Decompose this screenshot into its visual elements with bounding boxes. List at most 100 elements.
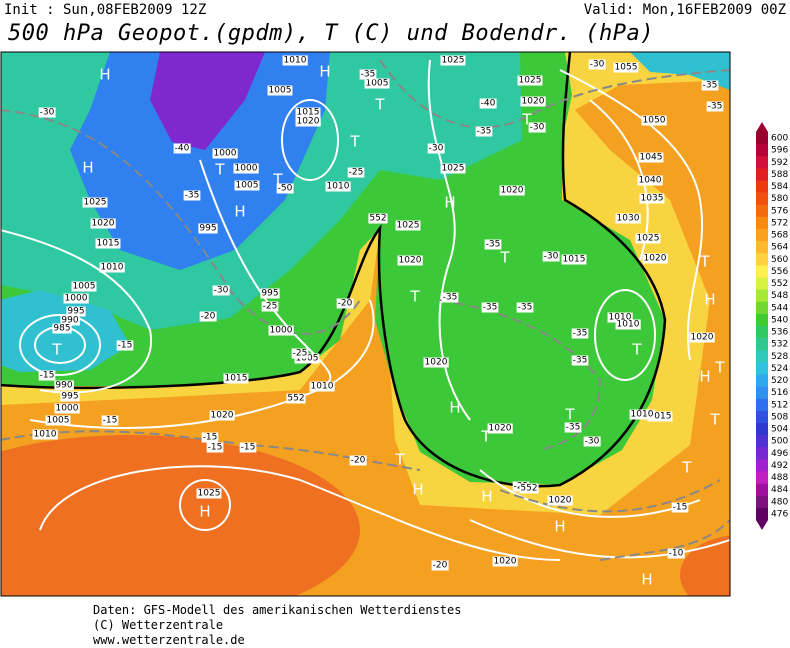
contour-label: 1025 bbox=[198, 489, 221, 499]
label-box bbox=[54, 380, 74, 391]
label-box bbox=[395, 220, 421, 231]
label-box bbox=[309, 381, 335, 392]
label-box bbox=[196, 488, 222, 499]
pressure-center: T bbox=[499, 249, 510, 267]
colorbar-swatch bbox=[756, 241, 768, 254]
contour-label: 1020 bbox=[501, 186, 524, 196]
label-box bbox=[615, 319, 641, 330]
label-box bbox=[286, 393, 306, 404]
label-box bbox=[295, 116, 321, 127]
colorbar-label: 568 bbox=[771, 231, 788, 241]
pressure-center: T bbox=[480, 428, 491, 446]
label-box bbox=[99, 262, 125, 273]
contour-label: -25 bbox=[349, 168, 364, 178]
label-box bbox=[615, 213, 641, 224]
pressure-center: T bbox=[709, 411, 720, 429]
colorbar-swatch bbox=[756, 204, 768, 218]
pressure-center: H bbox=[641, 571, 652, 589]
contour-label: 1010 bbox=[101, 263, 124, 273]
contour-label: -35 bbox=[486, 240, 501, 250]
label-box bbox=[54, 403, 80, 414]
colorbar-label: 476 bbox=[771, 509, 788, 519]
pressure-center: T bbox=[272, 171, 283, 189]
label-box bbox=[359, 69, 377, 80]
colorbar-swatch bbox=[756, 144, 768, 157]
pressure-center: H bbox=[481, 488, 492, 506]
colorbar-swatch bbox=[756, 459, 768, 472]
contour-label: -25 bbox=[263, 302, 278, 312]
contour-label: 995 bbox=[199, 224, 216, 234]
contour-label: 995 bbox=[261, 289, 278, 299]
colorbar-swatch bbox=[756, 338, 768, 351]
colorbar-label: 560 bbox=[771, 255, 788, 265]
label-box bbox=[291, 348, 309, 359]
contour-label: 1015 bbox=[225, 374, 248, 384]
contour-label: 1015 bbox=[649, 412, 672, 422]
colorbar-label: 596 bbox=[771, 146, 788, 156]
contour-label: 1045 bbox=[640, 153, 663, 163]
contour-label: -40 bbox=[175, 144, 190, 154]
pressure-center: T bbox=[374, 96, 385, 114]
label-box bbox=[212, 148, 238, 159]
colorbar-swatch bbox=[756, 507, 768, 521]
contour-label: -35 bbox=[566, 423, 581, 433]
label-box bbox=[637, 175, 663, 186]
pressure-center: H bbox=[99, 66, 110, 84]
contour-label: -30 bbox=[590, 60, 605, 70]
colorbar-label: 552 bbox=[771, 279, 788, 289]
label-box bbox=[336, 298, 354, 309]
footer-line: www.wetterzentrale.de bbox=[93, 633, 245, 647]
contour-label: -20 bbox=[338, 299, 353, 309]
label-box bbox=[440, 163, 466, 174]
contour-label: 990 bbox=[61, 316, 78, 326]
contour-label: -20 bbox=[201, 312, 216, 322]
colorbar-swatch bbox=[756, 326, 768, 339]
label-box bbox=[423, 357, 449, 368]
colorbar-swatch bbox=[756, 350, 768, 363]
map-title: 500 hPa Geopot.(gpdm), T (C) und Bodendr… bbox=[8, 21, 654, 46]
contour-label: 1010 bbox=[327, 182, 350, 192]
label-box bbox=[38, 370, 56, 381]
colorbar-label: 600 bbox=[771, 134, 788, 144]
colorbar-label: 500 bbox=[771, 437, 788, 447]
colorbar-swatch bbox=[756, 495, 768, 509]
colorbar-swatch bbox=[756, 156, 768, 169]
label-box bbox=[479, 98, 497, 109]
colorbar-cap bbox=[756, 520, 768, 530]
contour-label: 552 bbox=[369, 214, 386, 224]
contour-label: -35 bbox=[483, 303, 498, 313]
label-box bbox=[325, 181, 351, 192]
contour-label: 1015 bbox=[297, 108, 320, 118]
contour-label: 1035 bbox=[641, 194, 664, 204]
contour-label: 1040 bbox=[639, 176, 662, 186]
contour-label: 1025 bbox=[637, 234, 660, 244]
label-box bbox=[689, 332, 715, 343]
label-box bbox=[671, 502, 689, 513]
label-box bbox=[641, 115, 667, 126]
contour-label: -30 bbox=[585, 437, 600, 447]
contour-label: -35 bbox=[518, 303, 533, 313]
map: H HHH HHHHHHHHHTTTTTTTTTTTTTTTT10101005100… bbox=[0, 51, 731, 597]
contour-label: -20 bbox=[351, 456, 366, 466]
contour-label: -30 bbox=[530, 123, 545, 133]
label-box bbox=[239, 442, 257, 453]
label-box bbox=[261, 301, 279, 312]
colorbar-label: 508 bbox=[771, 412, 788, 422]
colorbar-swatch bbox=[756, 229, 768, 242]
colorbar-label: 492 bbox=[771, 461, 788, 471]
label-box bbox=[492, 556, 518, 567]
contour-label: 1005 bbox=[269, 86, 292, 96]
contour-label: 1015 bbox=[97, 239, 120, 249]
label-box bbox=[38, 107, 56, 118]
pressure-center: T bbox=[394, 451, 405, 469]
pressure-center: H bbox=[444, 194, 455, 212]
contour-label: 1005 bbox=[366, 79, 389, 89]
label-box bbox=[234, 180, 260, 191]
pressure-center: T bbox=[409, 288, 420, 306]
colorbar-label: 496 bbox=[771, 449, 788, 459]
map-frame bbox=[0, 51, 731, 597]
contour-label: -35 bbox=[708, 102, 723, 112]
contour-label: 552 bbox=[287, 394, 304, 404]
label-box bbox=[267, 85, 293, 96]
contour-label: 1000 bbox=[214, 149, 237, 159]
